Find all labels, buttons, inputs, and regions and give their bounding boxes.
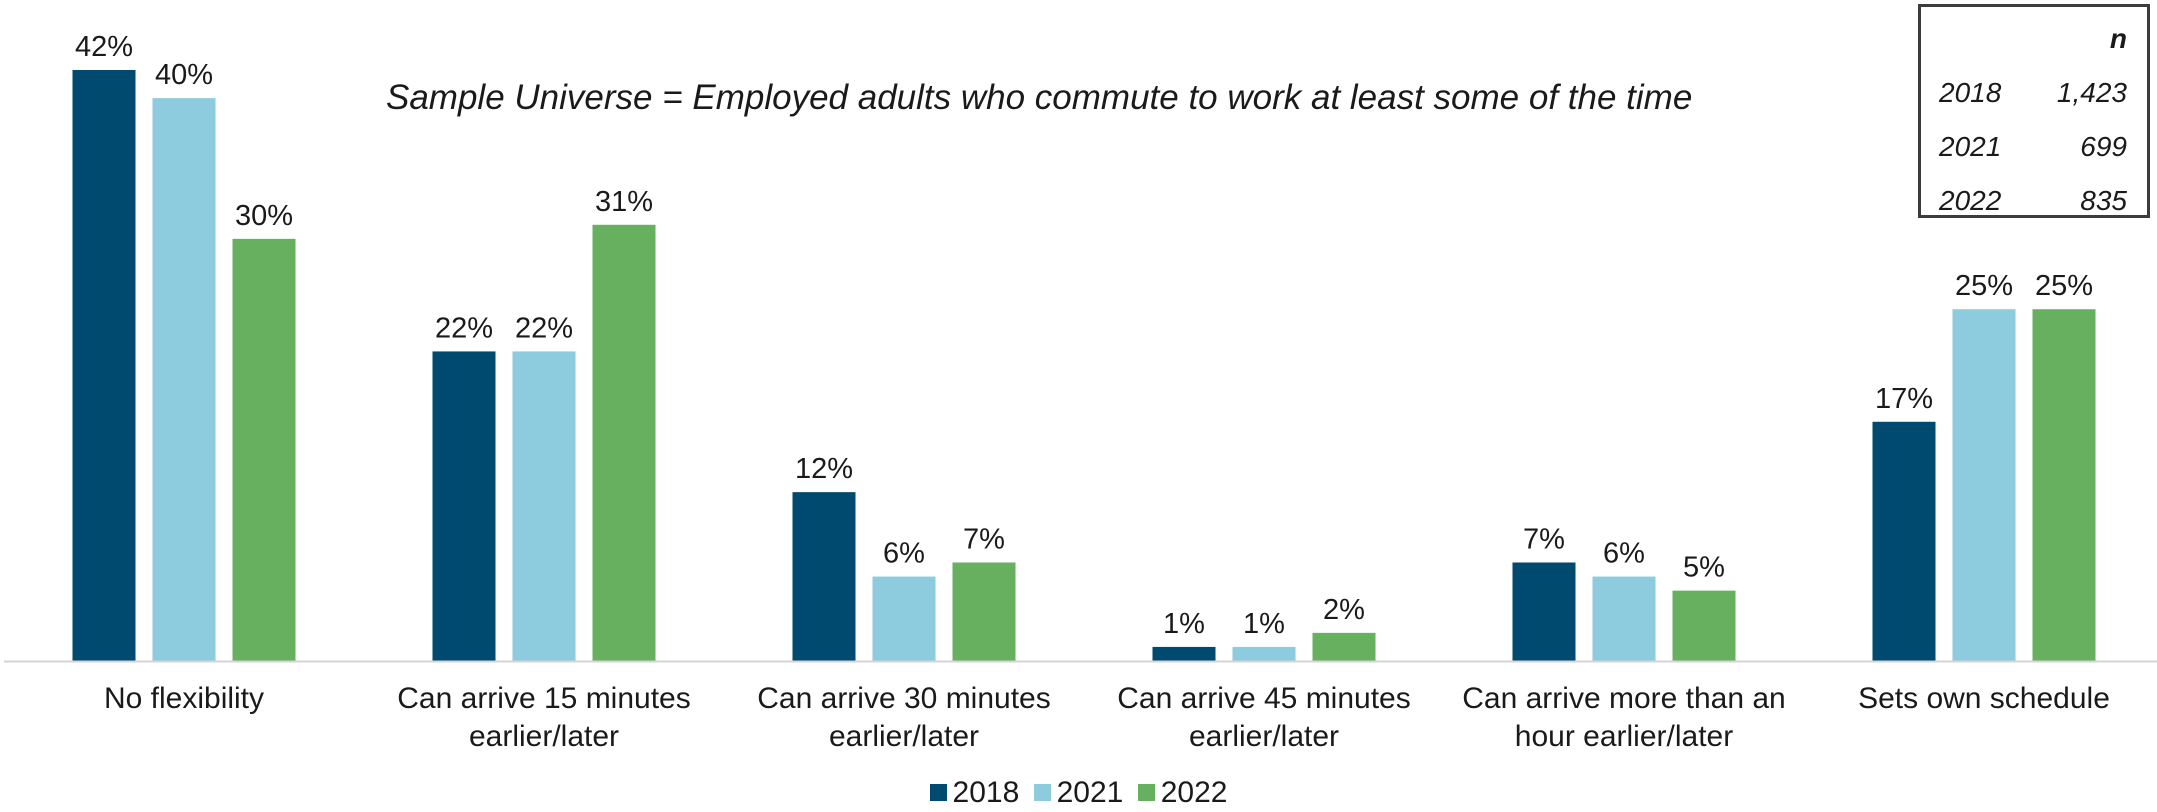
bar-2021 [1592,576,1656,661]
sample-size-year: 2021 [1939,131,2002,162]
sample-size-value: 699 [2080,131,2127,162]
bar-2022 [2032,309,2096,661]
sample-size-row: 2021 699 [1939,131,2127,165]
bar-2018 [72,70,136,661]
bar-2021 [152,98,216,661]
bar-2021 [512,351,576,661]
bar-2018 [1872,421,1936,661]
x-axis-category-label: No flexibility [103,682,265,715]
sample-size-year: 2018 [1939,77,2002,108]
bar-data-label: 40% [155,59,213,91]
sample-size-row: 2018 1,423 [1939,77,2127,111]
sample-size-header: n [2109,23,2127,54]
bar-2022 [1312,632,1376,661]
x-axis-category-label: Can arrive 15 minutes earlier/later [397,682,691,753]
bar-data-label: 17% [1875,383,1933,415]
bar-data-label: 42% [75,31,133,63]
legend-label: 2022 [1160,776,1228,809]
legend-label: 2018 [952,776,1020,809]
bar-data-label: 25% [2035,270,2093,302]
x-axis-category-label: Can arrive 30 minutes earlier/later [757,682,1051,753]
sample-size-row: 2022 835 [1939,185,2127,219]
x-axis-category-label: Can arrive 45 minutes earlier/later [1117,682,1411,753]
bar-data-label: 2% [1323,594,1365,626]
bar-2018 [432,351,496,661]
legend-label: 2021 [1056,776,1124,809]
bar-2022 [952,562,1016,661]
bar-data-label: 30% [235,200,293,232]
bar-data-label: 7% [963,524,1005,556]
legend-item: 2021 [1033,776,1124,810]
bar-data-label: 6% [1603,538,1645,570]
chart-legend: 2018 2021 2022 [0,776,2157,810]
bar-2022 [592,224,656,662]
bar-2021 [1232,646,1296,661]
legend-swatch [929,784,947,801]
x-axis-category-label: Can arrive more than an hour earlier/lat… [1462,682,1786,753]
chart-subtitle: Sample Universe = Employed adults who co… [386,78,1693,117]
bar-data-label: 25% [1955,270,2013,302]
sample-size-table: n 2018 1,423 2021 699 2022 835 [1918,4,2150,218]
bar-data-label: 31% [595,186,653,218]
legend-item: 2022 [1137,776,1228,810]
bar-data-label: 12% [795,453,853,485]
bar-data-label: 22% [515,312,573,344]
bar-2018 [1512,562,1576,661]
bar-data-label: 1% [1243,608,1285,640]
bar-data-label: 7% [1523,524,1565,556]
bar-2021 [1952,309,2016,661]
bar-2022 [1672,590,1736,661]
x-axis-category-label: Sets own schedule [1858,682,2110,715]
sample-size-value: 1,423 [2056,77,2127,108]
bar-2022 [232,238,296,661]
sample-size-year: 2022 [1939,185,2002,216]
bar-2018 [792,492,856,661]
bar-data-label: 6% [883,538,925,570]
bar-2021 [872,576,936,661]
bar-2018 [1152,646,1216,661]
legend-item: 2018 [929,776,1020,810]
legend-swatch [1137,784,1155,801]
bar-data-label: 22% [435,312,493,344]
sample-size-value: 835 [2080,185,2127,216]
bar-data-label: 5% [1683,552,1725,584]
legend-swatch [1033,784,1051,801]
bar-data-label: 1% [1163,608,1205,640]
